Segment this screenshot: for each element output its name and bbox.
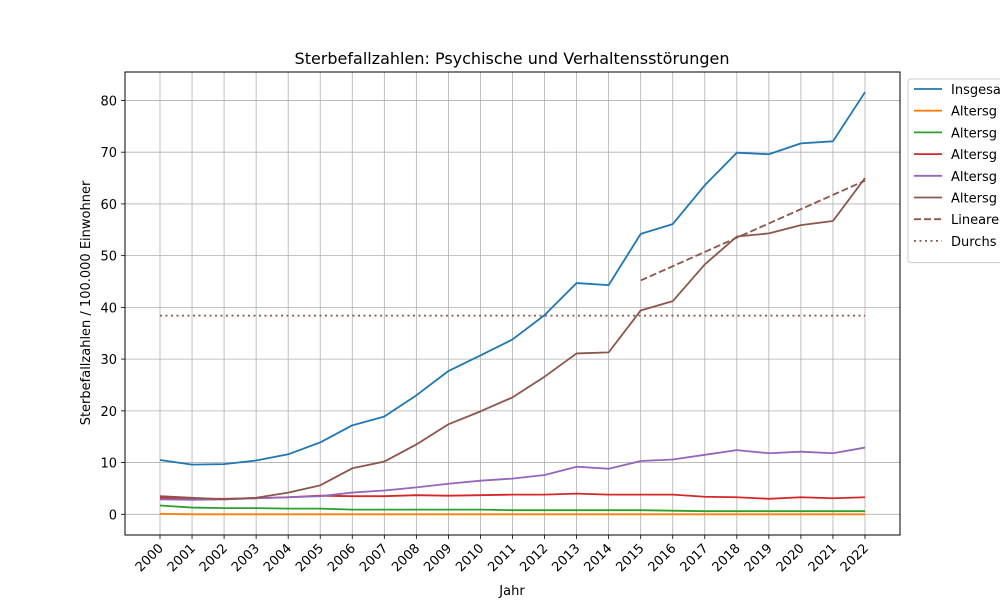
x-axis-label: Jahr	[498, 584, 525, 599]
chart-title: Sterbefallzahlen: Psychische und Verhalt…	[295, 49, 730, 68]
series-line-0	[159, 91, 866, 466]
legend-box	[907, 78, 1000, 264]
series-line-1	[159, 512, 865, 516]
y-tick-label: 10	[100, 457, 117, 472]
y-axis-label: Sterbefallzahlen / 100.000 Einwohner	[79, 180, 94, 425]
y-tick-label: 30	[100, 353, 117, 368]
y-tick-label: 40	[100, 301, 117, 316]
y-tick-label: 70	[100, 146, 117, 161]
legend-label: Altersg	[951, 170, 997, 185]
series-layer	[159, 91, 866, 516]
grid	[125, 72, 900, 535]
legend-label: Altersg	[951, 126, 997, 141]
legend-label: Altersg	[951, 148, 997, 163]
y-axis: 0 10 20 30 40 50 60 70 80	[100, 94, 125, 523]
y-tick-label: 50	[100, 250, 117, 265]
series-line-6	[640, 179, 866, 282]
series-line-2	[159, 504, 865, 513]
y-tick-label: 80	[100, 94, 117, 109]
y-tick-label: 60	[100, 198, 117, 213]
legend-label: Altersg	[951, 105, 997, 120]
series-line-5	[159, 177, 866, 501]
legend-label: Lineare	[951, 213, 999, 228]
legend-label: Durchs	[951, 235, 997, 250]
legend-label: Altersg	[951, 192, 997, 207]
legend: Insgesa Altersg Altersg Altersg Altersg Alter…	[907, 78, 1000, 264]
series-line-4	[159, 446, 866, 501]
y-tick-label: 20	[100, 405, 117, 420]
y-tick-label: 0	[109, 508, 117, 523]
legend-label: Insgesa	[951, 83, 1000, 98]
